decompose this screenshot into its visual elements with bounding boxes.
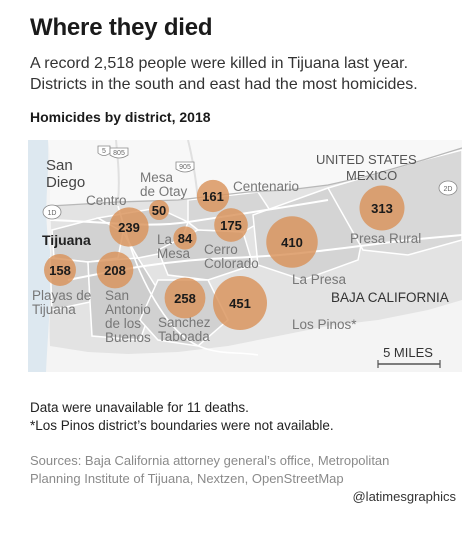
road [49, 199, 329, 226]
mexico-label: MEXICO [346, 168, 397, 183]
bubble-value-unnamed-west: 239 [118, 220, 140, 235]
note-line: Data were unavailable for 11 deaths. [30, 400, 249, 415]
svg-text:2D: 2D [444, 186, 453, 193]
sources: Sources: Baja California attorney genera… [30, 452, 460, 488]
bubble-sanchez-taboada [164, 277, 206, 319]
subtitle-line: A record 2,518 people were killed in Tij… [30, 55, 409, 72]
bubble-playas-de-tijuana [44, 254, 76, 286]
bubble-san-antonio-de-los-buenos [96, 251, 134, 289]
san-diego-label: San Diego [46, 157, 85, 191]
district-name-mesa-de-otay: Mesa de Otay [140, 170, 188, 199]
district-name-presa-rural: Presa Rural [350, 231, 421, 246]
homicide-map: 5 805 905 1D 2D San Diego UNITED STATES … [28, 140, 462, 372]
route-shield-i5: 5 [97, 145, 111, 156]
scale-bar: 5 MILES [377, 345, 441, 368]
bubble-cerro-colorado [214, 208, 248, 242]
bubble-value-la-mesa: 84 [178, 231, 193, 246]
road [115, 140, 120, 203]
chart-label: Homicides by district, 2018 [30, 109, 211, 125]
bubble-value-la-presa: 410 [281, 235, 303, 250]
subtitle-line: Districts in the south and east had the … [30, 76, 418, 93]
bubble-presa-rural [359, 185, 405, 231]
sources-line: Sources: Baja California attorney genera… [30, 453, 390, 468]
route-shield-i805: 805 [109, 147, 129, 159]
bubble-value-presa-rural: 313 [371, 201, 393, 216]
bubble-centenario [196, 179, 230, 213]
route-shield-ca2d: 2D [438, 180, 458, 196]
baja-california-label: BAJA CALIFORNIA [331, 290, 449, 305]
bubble-la-presa [266, 216, 318, 268]
bubble-value-san-antonio-de-los-buenos: 208 [104, 263, 126, 278]
bubble-value-playas-de-tijuana: 158 [49, 263, 71, 278]
svg-text:5 MILES: 5 MILES [383, 345, 433, 360]
bubble-value-centenario: 161 [202, 189, 224, 204]
bubble-los-pinos [213, 276, 267, 330]
district-name-los-pinos: Los Pinos* [292, 317, 357, 332]
route-shield-i905: 905 [175, 161, 195, 173]
notes: Data were unavailable for 11 deaths. *Lo… [30, 399, 334, 435]
note-line: *Los Pinos district’s boundaries were no… [30, 418, 334, 433]
district-names: Centro Mesa de Otay Centenario Presa Rural La… [32, 170, 421, 345]
bubble-value-los-pinos: 451 [229, 296, 251, 311]
district-name-playas-de-tijuana: Playas de Tijuana [32, 288, 91, 317]
district-name-cerro-colorado: Cerro Colorado [204, 242, 259, 271]
us-land [48, 140, 462, 206]
bubble-unnamed-west [109, 207, 149, 247]
svg-text:1D: 1D [48, 210, 57, 217]
ocean [28, 140, 51, 372]
bubble-value-cerro-colorado: 175 [220, 218, 242, 233]
credit: @latimesgraphics [352, 489, 456, 504]
district-name-la-mesa: La Mesa [157, 232, 191, 261]
district-name-san-antonio-de-los-buenos: San Antonio de los Buenos [105, 288, 151, 345]
sources-line: Planning Institute of Tijuana, Nextzen, … [30, 471, 344, 486]
united-states-label: UNITED STATES [316, 152, 417, 167]
svg-text:5: 5 [102, 148, 106, 155]
subtitle: A record 2,518 people were killed in Tij… [30, 53, 460, 95]
svg-text:905: 905 [179, 164, 191, 171]
bubble-value-mesa-de-otay: 50 [152, 203, 166, 218]
bubble-mesa-de-otay [149, 200, 169, 220]
district-name-centenario: Centenario [233, 179, 299, 194]
homicide-bubbles: 50 161 313 239 84 175 410 158 208 258 451 [44, 179, 405, 330]
route-shield-ca1d: 1D [42, 204, 62, 220]
district-name-sanchez-taboada: Sanchez Taboada [158, 315, 211, 344]
tijuana-label: Tijuana [42, 232, 91, 248]
bubble-la-mesa [173, 226, 197, 250]
us-mexico-border [49, 147, 462, 207]
bubble-value-sanchez-taboada: 258 [174, 291, 196, 306]
district-name-centro: Centro [86, 193, 127, 208]
district-name-la-presa: La Presa [292, 272, 347, 287]
svg-text:805: 805 [113, 150, 125, 157]
page-title: Where they died [30, 14, 213, 41]
